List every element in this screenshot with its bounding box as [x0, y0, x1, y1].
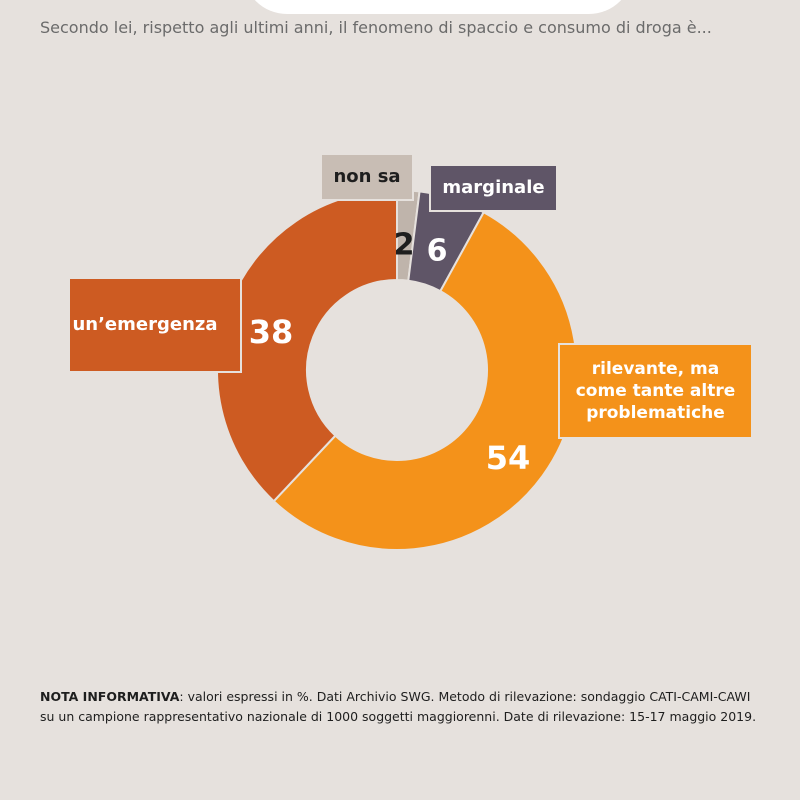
label-rilevante: rilevante, ma come tante altre problemat…	[558, 343, 753, 439]
header-tab	[243, 0, 633, 14]
label-marginale: marginale	[429, 164, 558, 212]
label-emergenza: un’emergenza	[68, 277, 242, 373]
label-marginale-text: marginale	[442, 177, 545, 199]
slice-emergenza	[216, 188, 398, 503]
footnote-label: NOTA INFORMATIVA	[40, 689, 180, 704]
question-title: Secondo lei, rispetto agli ultimi anni, …	[40, 18, 712, 37]
label-non-sa: non sa	[320, 153, 414, 201]
footnote-text: : valori espressi in %. Dati Archivio SW…	[40, 689, 757, 724]
value-label-rilevante: 54	[486, 439, 531, 477]
label-emergenza-text: un’emergenza	[72, 314, 218, 336]
label-non-sa-text: non sa	[333, 166, 401, 188]
value-label-nonsa: 2	[394, 228, 415, 263]
label-rilevante-text: rilevante, ma come tante altre problemat…	[575, 358, 736, 424]
footnote: NOTA INFORMATIVA: valori espressi in %. …	[40, 687, 760, 727]
value-label-marginale: 6	[427, 234, 448, 269]
value-label-emergenza: 38	[249, 313, 294, 351]
